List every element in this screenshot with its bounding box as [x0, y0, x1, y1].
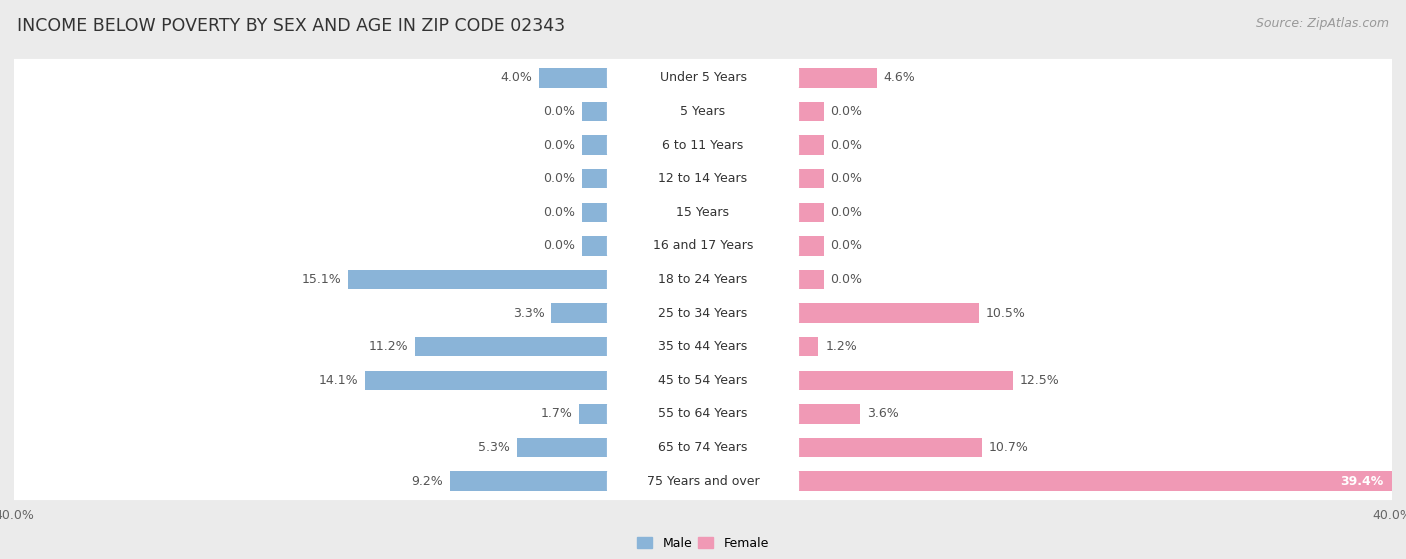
- Text: 0.0%: 0.0%: [544, 139, 575, 151]
- Text: 15.1%: 15.1%: [301, 273, 342, 286]
- Text: INCOME BELOW POVERTY BY SEX AND AGE IN ZIP CODE 02343: INCOME BELOW POVERTY BY SEX AND AGE IN Z…: [17, 17, 565, 35]
- Text: 0.0%: 0.0%: [544, 239, 575, 252]
- Text: 35 to 44 Years: 35 to 44 Years: [658, 340, 748, 353]
- Text: 0.0%: 0.0%: [544, 105, 575, 118]
- Text: 3.6%: 3.6%: [866, 408, 898, 420]
- Text: 11.2%: 11.2%: [368, 340, 409, 353]
- Bar: [797, 304, 979, 323]
- FancyBboxPatch shape: [3, 93, 1403, 130]
- Bar: [582, 236, 609, 255]
- Bar: [582, 169, 609, 188]
- FancyBboxPatch shape: [3, 227, 1403, 265]
- Text: 0.0%: 0.0%: [831, 105, 862, 118]
- Text: 0.0%: 0.0%: [831, 139, 862, 151]
- Bar: [450, 471, 609, 491]
- Text: 15 Years: 15 Years: [676, 206, 730, 219]
- Text: 0.0%: 0.0%: [544, 172, 575, 185]
- FancyBboxPatch shape: [607, 437, 799, 458]
- FancyBboxPatch shape: [3, 260, 1403, 299]
- FancyBboxPatch shape: [3, 395, 1403, 433]
- Text: 55 to 64 Years: 55 to 64 Years: [658, 408, 748, 420]
- Text: 6 to 11 Years: 6 to 11 Years: [662, 139, 744, 151]
- FancyBboxPatch shape: [607, 235, 799, 257]
- Text: 75 Years and over: 75 Years and over: [647, 475, 759, 488]
- FancyBboxPatch shape: [3, 462, 1403, 500]
- Text: Source: ZipAtlas.com: Source: ZipAtlas.com: [1256, 17, 1389, 30]
- FancyBboxPatch shape: [607, 403, 799, 425]
- FancyBboxPatch shape: [607, 67, 799, 89]
- Bar: [797, 236, 824, 255]
- Text: 12.5%: 12.5%: [1019, 374, 1060, 387]
- Text: 1.7%: 1.7%: [540, 408, 572, 420]
- FancyBboxPatch shape: [3, 160, 1403, 197]
- FancyBboxPatch shape: [3, 328, 1403, 366]
- Text: 39.4%: 39.4%: [1340, 475, 1384, 488]
- Bar: [582, 202, 609, 222]
- FancyBboxPatch shape: [607, 101, 799, 122]
- Bar: [582, 135, 609, 155]
- FancyBboxPatch shape: [607, 336, 799, 358]
- Text: 0.0%: 0.0%: [544, 206, 575, 219]
- Bar: [366, 371, 609, 390]
- Text: 0.0%: 0.0%: [831, 239, 862, 252]
- Text: 4.0%: 4.0%: [501, 71, 533, 84]
- FancyBboxPatch shape: [3, 429, 1403, 466]
- Bar: [579, 404, 609, 424]
- Text: 9.2%: 9.2%: [411, 475, 443, 488]
- FancyBboxPatch shape: [607, 134, 799, 156]
- Text: 4.6%: 4.6%: [884, 71, 915, 84]
- Text: 16 and 17 Years: 16 and 17 Years: [652, 239, 754, 252]
- Bar: [797, 371, 1012, 390]
- FancyBboxPatch shape: [3, 294, 1403, 332]
- Text: 0.0%: 0.0%: [831, 172, 862, 185]
- Text: 0.0%: 0.0%: [831, 273, 862, 286]
- Bar: [797, 270, 824, 289]
- FancyBboxPatch shape: [3, 193, 1403, 231]
- FancyBboxPatch shape: [607, 168, 799, 190]
- Bar: [797, 169, 824, 188]
- Bar: [797, 471, 1406, 491]
- Text: 10.5%: 10.5%: [986, 307, 1025, 320]
- Bar: [517, 438, 609, 457]
- FancyBboxPatch shape: [607, 268, 799, 291]
- Bar: [349, 270, 609, 289]
- Text: 1.2%: 1.2%: [825, 340, 858, 353]
- Bar: [551, 304, 609, 323]
- FancyBboxPatch shape: [607, 302, 799, 324]
- FancyBboxPatch shape: [3, 362, 1403, 399]
- FancyBboxPatch shape: [3, 126, 1403, 164]
- Text: 10.7%: 10.7%: [988, 441, 1029, 454]
- Bar: [797, 68, 877, 88]
- Text: 25 to 34 Years: 25 to 34 Years: [658, 307, 748, 320]
- Bar: [797, 404, 859, 424]
- Bar: [797, 337, 818, 357]
- Bar: [797, 102, 824, 121]
- Text: 5.3%: 5.3%: [478, 441, 510, 454]
- FancyBboxPatch shape: [607, 201, 799, 223]
- Text: 18 to 24 Years: 18 to 24 Years: [658, 273, 748, 286]
- Text: 45 to 54 Years: 45 to 54 Years: [658, 374, 748, 387]
- Text: 12 to 14 Years: 12 to 14 Years: [658, 172, 748, 185]
- Bar: [797, 438, 981, 457]
- Text: 14.1%: 14.1%: [319, 374, 359, 387]
- Text: 5 Years: 5 Years: [681, 105, 725, 118]
- Text: 3.3%: 3.3%: [513, 307, 544, 320]
- Text: Under 5 Years: Under 5 Years: [659, 71, 747, 84]
- Bar: [540, 68, 609, 88]
- Legend: Male, Female: Male, Female: [633, 532, 773, 555]
- Bar: [415, 337, 609, 357]
- FancyBboxPatch shape: [607, 470, 799, 492]
- Text: 65 to 74 Years: 65 to 74 Years: [658, 441, 748, 454]
- FancyBboxPatch shape: [3, 59, 1403, 97]
- FancyBboxPatch shape: [607, 369, 799, 391]
- Bar: [797, 135, 824, 155]
- Text: 0.0%: 0.0%: [831, 206, 862, 219]
- Bar: [582, 102, 609, 121]
- Bar: [797, 202, 824, 222]
